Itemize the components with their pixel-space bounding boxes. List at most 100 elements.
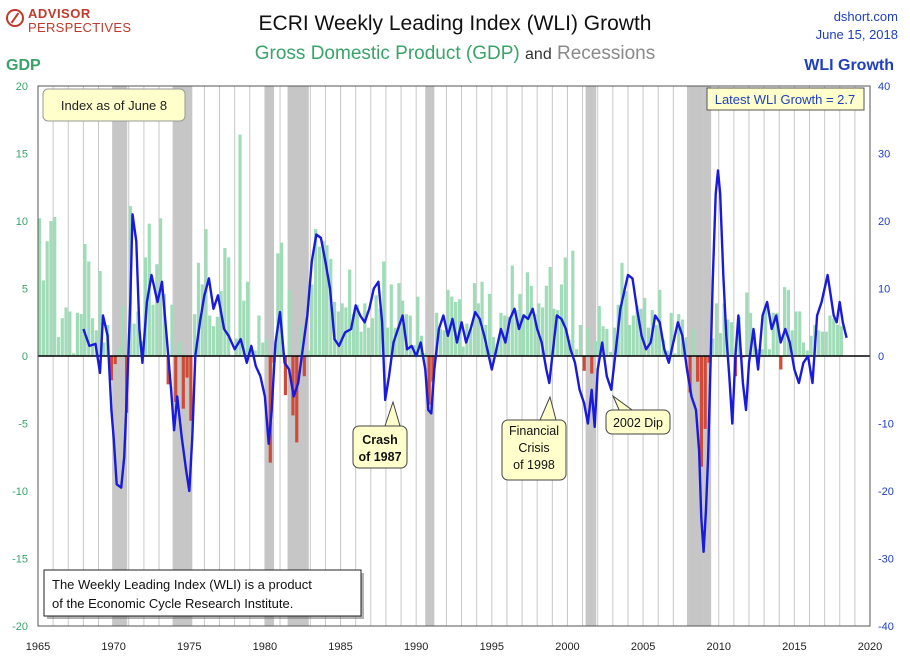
gdp-bar [522, 314, 526, 356]
gdp-bar [162, 293, 166, 356]
x-tick-label: 2020 [858, 641, 882, 653]
gdp-bar [786, 289, 790, 356]
gdp-bar [41, 280, 45, 356]
gdp-bar [696, 356, 700, 382]
gdp-bar [200, 284, 204, 356]
plot-frame [37, 85, 871, 627]
gdp-bar [49, 221, 53, 356]
wli-series-line [82, 169, 848, 553]
gdp-bar [298, 326, 303, 356]
y-tick-label-right: 20 [878, 216, 890, 228]
gdp-bar [669, 312, 673, 356]
y-axis-label-right: WLI Growth [804, 57, 894, 74]
gdp-bar [397, 283, 401, 356]
gdp-bar [824, 331, 828, 356]
gdp-bar [166, 356, 170, 385]
index-as-of-text: Index as of June 8 [61, 98, 167, 113]
gdp-bar [56, 337, 61, 356]
gdp-bar [805, 350, 809, 356]
gdp-bar [692, 329, 696, 356]
gdp-bar [170, 304, 174, 356]
gdp-bar [257, 315, 261, 356]
y-tick-label-left: 10 [16, 216, 28, 228]
gdp-bar [121, 306, 125, 356]
x-tick-label: 1995 [480, 641, 504, 653]
subtitle-gdp: Gross Domestic Product (GDP) [254, 43, 520, 64]
gdp-bar [68, 311, 72, 356]
gdp-bar [83, 243, 87, 356]
gdp-bar [835, 324, 840, 356]
gdp-bar [684, 337, 688, 356]
dip-2002-text: 2002 Dip [613, 416, 663, 430]
gdp-bar [571, 250, 575, 356]
y-tick-label-right: 10 [878, 284, 890, 296]
gdp-bar [491, 337, 495, 356]
gdp-bar [593, 341, 598, 356]
gdp-bar [703, 356, 707, 429]
gdp-bar [389, 284, 393, 356]
gdp-bar [246, 281, 250, 356]
subtitle-recessions: Recessions [557, 43, 656, 64]
gdp-bar [635, 306, 639, 356]
y-axis-label-left: GDP [6, 57, 41, 74]
gdp-bar [631, 315, 635, 356]
y-tick-label-left: -20 [12, 621, 28, 633]
y-tick-label-left: -5 [18, 419, 28, 431]
gdp-bar [767, 349, 772, 356]
logo-line2: PERSPECTIVES [28, 20, 132, 35]
gdp-bar [646, 327, 651, 356]
gdp-bar [798, 311, 802, 356]
gdp-bar [643, 297, 647, 356]
y-tick-label-right: 40 [878, 81, 890, 93]
gdp-bar [253, 350, 257, 356]
gdp-bar [79, 314, 83, 356]
gdp-bar [227, 257, 231, 356]
gdp-bar [370, 318, 374, 356]
y-axis-ticks-left: -20 -15 -10 -5 0 5 10 15 20 [12, 81, 28, 633]
compass-icon [6, 9, 24, 27]
gdp-bar [385, 327, 390, 356]
gdp-bar [98, 270, 102, 356]
gdp-bar [801, 342, 806, 356]
gdp-bar [64, 307, 68, 356]
gdp-bar [431, 356, 435, 382]
gdp-bar [113, 356, 117, 365]
gdp-bar [839, 326, 843, 356]
gdp-bar [537, 303, 541, 356]
gdp-bar [714, 303, 719, 356]
gdp-bar [242, 300, 246, 356]
footnote-line2: of the Economic Cycle Research Institute… [52, 596, 293, 611]
gdp-bar [544, 285, 548, 356]
gdp-bar [529, 285, 533, 356]
gdp-bar [276, 253, 280, 356]
gdp-bar [136, 311, 140, 356]
gdp-bar [582, 356, 586, 371]
y-tick-label-right: -30 [878, 554, 894, 566]
gdp-bar [775, 312, 779, 356]
gdp-bar [575, 349, 579, 356]
source-date: June 15, 2018 [815, 27, 898, 42]
gdp-bar [340, 303, 344, 356]
gdp-bar [151, 304, 155, 356]
gdp-bar [189, 356, 193, 421]
gdp-bar [688, 356, 692, 393]
gdp-bar [87, 261, 91, 356]
gdp-bar [435, 312, 439, 356]
gdp-bar [446, 289, 450, 356]
gdp-bar [548, 266, 552, 356]
gdp-bar [612, 327, 617, 356]
gdp-bar [556, 310, 560, 356]
latest-wli-box: Latest WLI Growth = 2.7 [706, 87, 865, 111]
y-tick-label-left: -15 [12, 554, 28, 566]
crisis-1998-line3: of 1998 [513, 458, 555, 472]
gdp-bar [283, 356, 287, 396]
y-tick-label-right: 30 [878, 149, 890, 161]
y-tick-label-left: 5 [22, 284, 28, 296]
gdp-bar [363, 303, 367, 356]
x-tick-label: 1965 [26, 641, 50, 653]
x-tick-label: 2005 [631, 641, 655, 653]
gdp-bar [809, 335, 813, 356]
gdp-bar [461, 346, 465, 356]
gdp-bar [38, 218, 42, 356]
